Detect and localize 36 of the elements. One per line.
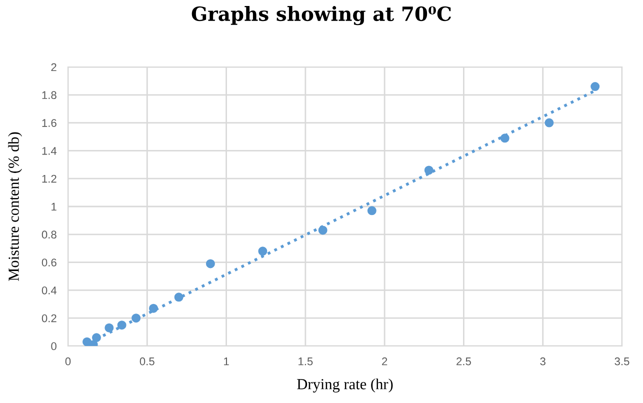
point (92, 333, 101, 342)
point (104, 323, 114, 332)
point (117, 320, 126, 330)
y-tick-label: 0.6 (42, 258, 56, 266)
point (590, 82, 600, 92)
point (174, 292, 184, 302)
x-tick-label: 0 (65, 357, 71, 366)
point (424, 166, 434, 175)
y-tick-label: 0.8 (42, 230, 56, 239)
y-axis-title: Moisture content (% db) (8, 132, 22, 281)
y-tick-label: 1.8 (42, 91, 56, 100)
point (367, 206, 376, 216)
x-axis-title: Drying rate (hr) (297, 378, 393, 392)
y-tick-label: 0.2 (42, 314, 56, 322)
x-tick-label: 1.5 (298, 358, 313, 366)
point (258, 246, 268, 256)
x-tick-label: 2 (382, 357, 388, 366)
x-tick-label: 3.5 (614, 357, 630, 366)
x-tick-label: 0.5 (140, 357, 154, 366)
point (318, 226, 328, 235)
y-tick-label: 1.4 (42, 147, 57, 155)
x-tick-label: 2.5 (456, 357, 471, 366)
x-tick-label: 3 (540, 357, 546, 366)
y-tick-label: 2 (51, 63, 56, 72)
y-tick-label: 1.6 (42, 119, 56, 127)
y-tick-label: 1.2 (42, 174, 56, 183)
point (544, 118, 554, 128)
point (500, 134, 510, 143)
point (206, 259, 215, 268)
point (132, 314, 141, 323)
point (148, 304, 158, 313)
x-tick-label: 1 (224, 358, 229, 366)
chart-title: Graphs showing at 70⁰C (192, 6, 452, 26)
y-tick-label: 0.4 (42, 286, 57, 294)
y-tick-label: 1 (52, 202, 56, 211)
y-tick-label: 0 (51, 342, 56, 350)
